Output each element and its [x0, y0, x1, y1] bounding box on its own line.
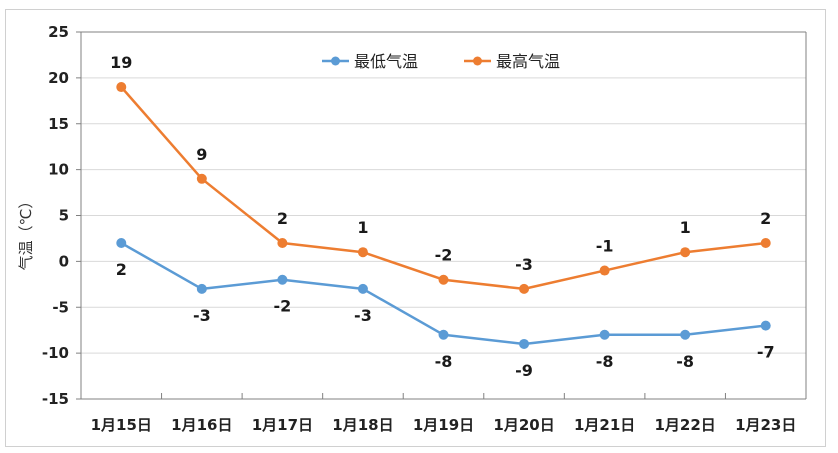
- low-temp-data-label: 2: [116, 260, 127, 279]
- y-axis-title: 气温（℃）: [17, 194, 35, 271]
- high-temp-legend-label: 最高气温: [496, 52, 560, 71]
- y-axis-ticks: 25 20 15 10 5 0 -5 -10 -15: [42, 23, 69, 408]
- x-tick-label: 1月20日: [493, 416, 554, 434]
- low-temp-data-label: -8: [435, 352, 453, 371]
- high-temp-marker: [277, 238, 288, 249]
- data-series: [116, 82, 771, 349]
- high-temp-marker: [760, 238, 771, 249]
- high-temp-marker: [599, 265, 610, 276]
- high-temp-marker: [357, 247, 368, 258]
- y-tick-label: -15: [42, 390, 69, 408]
- low-temp-marker: [599, 329, 610, 340]
- high-temp-marker: [116, 82, 127, 93]
- low-temp-marker: [277, 274, 288, 285]
- low-temp-data-label: -9: [515, 361, 533, 380]
- x-tick-label: 1月19日: [413, 416, 474, 434]
- y-axis-label: 气温（℃）: [17, 194, 35, 271]
- y-tick-label: -10: [42, 344, 69, 362]
- y-tick-label: 5: [59, 207, 69, 225]
- low-temp-data-label: -7: [757, 343, 775, 362]
- y-tick-label: 0: [59, 252, 69, 270]
- high-temp-marker: [196, 173, 207, 184]
- y-tick-label: -5: [52, 298, 69, 316]
- high-temp-data-label: 1: [357, 218, 368, 237]
- low-temp-data-label: -2: [273, 297, 291, 316]
- x-tick-label: 1月21日: [574, 416, 635, 434]
- x-tick-label: 1月17日: [252, 416, 313, 434]
- low-temp-data-label: -8: [596, 352, 614, 371]
- high-temp-data-label: 9: [196, 145, 207, 164]
- y-tick-label: 10: [48, 161, 69, 179]
- high-temp-data-label: -1: [596, 237, 614, 256]
- x-tick-label: 1月15日: [91, 416, 152, 434]
- low-temp-legend-label: 最低气温: [354, 52, 418, 71]
- high-temp-marker: [680, 247, 691, 258]
- high-temp-data-label: 1: [680, 218, 691, 237]
- gridlines: [81, 31, 806, 354]
- legend: 最低气温 最高气温: [322, 52, 560, 71]
- high-temp-marker: [519, 283, 530, 294]
- high-temp-data-label: 19: [110, 53, 132, 72]
- low-temp-legend-marker-icon: [331, 56, 340, 66]
- x-tick-label: 1月23日: [735, 416, 796, 434]
- high-temp-data-label: -2: [435, 246, 453, 265]
- high-temp-marker: [438, 274, 449, 285]
- low-temp-data-label: -3: [354, 306, 372, 325]
- x-tick-label: 1月22日: [655, 416, 716, 434]
- high-temp-data-label: 2: [760, 209, 771, 228]
- low-temp-marker: [519, 338, 530, 349]
- low-temp-marker: [438, 329, 449, 340]
- y-tick-label: 20: [48, 69, 69, 87]
- low-temp-data-label: -8: [676, 352, 694, 371]
- high-temp-data-label: 2: [277, 209, 288, 228]
- high-temp-legend-marker-icon: [473, 56, 482, 66]
- low-temp-marker: [116, 238, 127, 249]
- x-tick-label: 1月18日: [332, 416, 393, 434]
- low-temp-marker: [680, 329, 691, 340]
- low-temp-data-label: -3: [193, 306, 211, 325]
- data-labels: 2 -3 -2 -3 -8 -9 -8 -8 -7 19 9 2 1 -2 -3 -1 1 2: [110, 53, 774, 380]
- low-temp-marker: [196, 283, 207, 294]
- x-axis-ticks: 1月15日 1月16日 1月17日 1月18日 1月19日 1月20日 1月21日 1月22日…: [91, 416, 797, 434]
- low-temp-marker: [760, 320, 771, 331]
- y-tick-label: 15: [48, 115, 69, 133]
- y-tick-label: 25: [48, 23, 69, 41]
- chart-frame: [5, 9, 826, 447]
- high-temp-data-label: -3: [515, 255, 533, 274]
- axes: [76, 31, 807, 400]
- x-tick-label: 1月16日: [171, 416, 232, 434]
- low-temp-marker: [357, 283, 368, 294]
